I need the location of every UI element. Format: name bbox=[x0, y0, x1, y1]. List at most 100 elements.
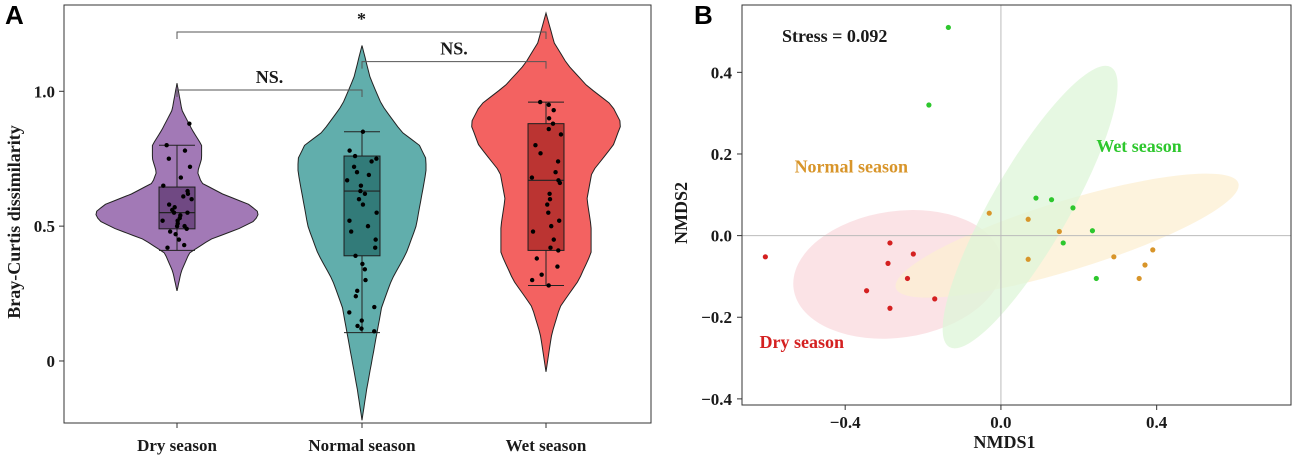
data-point-2-11 bbox=[546, 210, 551, 215]
nmds-point-1-2 bbox=[1056, 228, 1062, 235]
data-point-1-29 bbox=[352, 153, 358, 159]
b-y-tick-label-1: −0.2 bbox=[701, 308, 732, 327]
data-point-1-5 bbox=[372, 304, 377, 310]
b-y-tick-label-4: 0.4 bbox=[711, 63, 733, 82]
b-y-tick-label-3: 0.2 bbox=[711, 145, 732, 164]
b-y-tick-label-2: 0.0 bbox=[711, 227, 732, 246]
data-point-1-15 bbox=[365, 223, 371, 229]
data-point-2-21 bbox=[533, 143, 538, 148]
data-point-1-0 bbox=[372, 329, 377, 334]
nmds-point-2-4 bbox=[1070, 205, 1076, 211]
data-point-2-14 bbox=[547, 191, 552, 196]
data-point-0-24 bbox=[187, 164, 193, 170]
data-point-1-27 bbox=[369, 159, 374, 164]
significance-label-0: * bbox=[357, 9, 366, 29]
data-point-1-6 bbox=[353, 294, 359, 299]
data-point-2-5 bbox=[556, 248, 561, 253]
data-point-1-11 bbox=[353, 253, 358, 258]
nmds-point-1-7 bbox=[1136, 275, 1142, 282]
nmds-point-2-3 bbox=[1048, 197, 1055, 203]
nmds-point-1-5 bbox=[1142, 262, 1148, 268]
data-point-1-18 bbox=[360, 202, 366, 207]
data-point-2-8 bbox=[530, 229, 536, 234]
panel-label-a: A bbox=[5, 0, 24, 30]
box-2 bbox=[527, 123, 565, 251]
data-point-2-3 bbox=[555, 264, 560, 269]
data-point-0-17 bbox=[166, 202, 172, 207]
data-point-1-30 bbox=[347, 148, 352, 153]
data-point-2-13 bbox=[547, 196, 553, 202]
data-point-2-22 bbox=[558, 132, 564, 137]
data-point-1-20 bbox=[362, 191, 368, 196]
data-point-0-26 bbox=[182, 148, 188, 153]
data-point-2-28 bbox=[537, 99, 543, 105]
data-point-2-9 bbox=[549, 223, 554, 229]
nmds-point-0-6 bbox=[932, 296, 938, 302]
data-point-2-24 bbox=[550, 121, 556, 126]
data-point-0-22 bbox=[161, 183, 166, 188]
nmds-point-0-7 bbox=[887, 305, 893, 311]
data-point-0-28 bbox=[187, 121, 192, 126]
y-tick-label-0: 0 bbox=[47, 352, 56, 371]
data-point-2-18 bbox=[553, 170, 558, 175]
data-point-1-9 bbox=[362, 267, 368, 272]
data-point-1-16 bbox=[347, 218, 352, 223]
nmds-point-0-0 bbox=[762, 254, 768, 260]
data-point-2-27 bbox=[546, 102, 551, 107]
data-point-1-26 bbox=[351, 164, 357, 170]
group-label-2: Wet season bbox=[1096, 136, 1182, 156]
data-point-0-0 bbox=[165, 245, 170, 250]
nmds-point-0-3 bbox=[910, 251, 916, 257]
x-tick-label-2: Wet season bbox=[506, 436, 587, 455]
b-x-tick-label-1: 0.0 bbox=[990, 413, 1011, 432]
data-point-0-3 bbox=[173, 232, 178, 237]
data-point-2-2 bbox=[539, 272, 544, 277]
data-point-0-6 bbox=[182, 223, 187, 229]
data-point-0-25 bbox=[166, 156, 172, 161]
data-point-2-16 bbox=[556, 178, 561, 183]
nmds-point-0-1 bbox=[887, 240, 893, 246]
nmds-point-0-4 bbox=[904, 275, 911, 282]
data-point-1-19 bbox=[356, 196, 362, 202]
data-point-0-1 bbox=[182, 242, 187, 248]
data-point-0-4 bbox=[167, 229, 173, 234]
data-point-1-3 bbox=[359, 318, 364, 323]
confidence-ellipse-2 bbox=[942, 65, 1118, 349]
data-point-2-0 bbox=[546, 283, 551, 288]
data-point-2-4 bbox=[534, 256, 539, 261]
data-point-1-8 bbox=[363, 277, 368, 283]
nmds-point-0-5 bbox=[863, 288, 870, 294]
violin-plot-frame bbox=[63, 4, 652, 424]
data-point-1-14 bbox=[348, 229, 354, 234]
significance-label-1: NS. bbox=[256, 67, 284, 87]
data-point-1-10 bbox=[360, 261, 365, 267]
data-point-1-28 bbox=[374, 156, 379, 161]
data-point-2-20 bbox=[538, 151, 543, 156]
data-point-2-17 bbox=[529, 175, 535, 180]
nmds-point-2-5 bbox=[1089, 228, 1096, 234]
data-point-2-10 bbox=[557, 218, 562, 223]
nmds-point-2-1 bbox=[926, 102, 932, 108]
nmds-point-1-1 bbox=[1025, 216, 1031, 222]
data-point-0-18 bbox=[189, 196, 194, 202]
b-x-axis-label: NMDS1 bbox=[974, 432, 1036, 452]
data-point-2-19 bbox=[555, 159, 561, 164]
data-point-1-7 bbox=[355, 288, 360, 294]
data-point-1-17 bbox=[374, 210, 379, 215]
data-point-2-25 bbox=[546, 116, 552, 121]
significance-bracket-2 bbox=[361, 61, 547, 69]
data-point-2-7 bbox=[551, 237, 556, 242]
nmds-point-2-0 bbox=[945, 24, 951, 31]
significance-bracket-0 bbox=[176, 31, 547, 39]
b-y-axis-label: NMDS2 bbox=[671, 182, 691, 244]
group-label-1: Normal season bbox=[795, 156, 909, 176]
data-point-0-19 bbox=[181, 194, 186, 199]
data-point-2-12 bbox=[545, 202, 550, 207]
panel-label-b: B bbox=[694, 0, 713, 30]
data-point-2-26 bbox=[551, 107, 556, 113]
y-tick-label-1: 0.5 bbox=[34, 217, 55, 236]
nmds-point-1-6 bbox=[1150, 247, 1156, 253]
nmds-point-0-2 bbox=[885, 260, 891, 266]
data-point-1-23 bbox=[344, 178, 350, 183]
